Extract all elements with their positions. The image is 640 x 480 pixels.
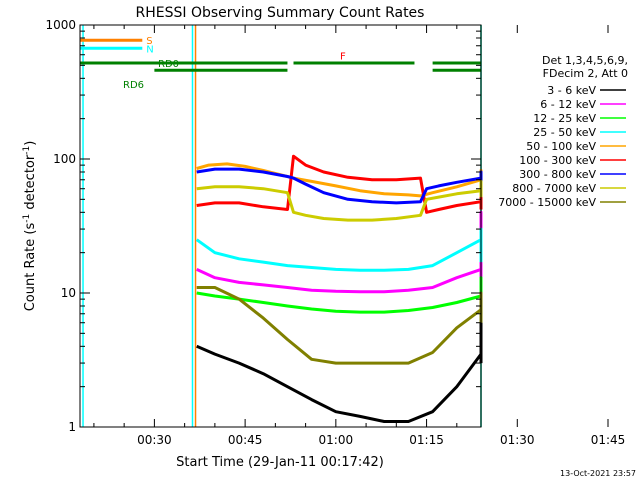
- y-axis-label-main: Count Rate (s: [23, 223, 38, 312]
- y-axis-label-end: ): [23, 141, 38, 146]
- flag-label-F: F: [340, 52, 346, 63]
- plot-frame: [79, 24, 482, 428]
- x-axis-label: Start Time (29-Jan-11 00:17:42): [176, 455, 384, 470]
- legend-label-5: 100 - 300 keV: [519, 154, 596, 167]
- y-axis-ticks: 1 10 100 1000: [45, 18, 481, 434]
- x-tick-label-1: 00:45: [228, 433, 263, 447]
- y-tick-label-1: 10: [61, 286, 76, 300]
- flag-label-RD6: RD6: [123, 80, 144, 91]
- y-axis-label-sup1: -1: [22, 214, 32, 223]
- footer-date: 13-Oct-2021 23:57: [560, 469, 636, 478]
- legend-label-4: 50 - 100 keV: [526, 140, 596, 153]
- flag-label-RD0: RD0: [158, 59, 179, 70]
- y-tick-label-3: 1000: [45, 18, 76, 32]
- legend-label-0: 3 - 6 keV: [547, 84, 596, 97]
- x-tick-label-3: 01:15: [409, 433, 444, 447]
- x-tick-label-0: 00:30: [137, 433, 172, 447]
- legend-label-6: 300 - 800 keV: [519, 168, 596, 181]
- y-tick-label-0: 1: [68, 420, 76, 434]
- legend-header-0: Det 1,3,4,5,6,9,: [542, 54, 628, 67]
- status-flags: SN F RD0 RD6: [80, 36, 481, 91]
- x-tick-label-2: 01:00: [319, 433, 354, 447]
- legend: Det 1,3,4,5,6,9,FDecim 2, Att 0 3 - 6 keV…: [498, 54, 628, 209]
- legend-label-3: 25 - 50 keV: [533, 126, 596, 139]
- flag-label-N: N: [146, 44, 153, 55]
- legend-label-7: 800 - 7000 keV: [512, 182, 596, 195]
- chart-title: RHESSI Observing Summary Count Rates: [136, 5, 425, 21]
- legend-label-2: 12 - 25 keV: [533, 112, 596, 125]
- y-axis-label-sup2: -1: [22, 146, 32, 155]
- legend-label-8: 7000 - 15000 keV: [498, 196, 596, 209]
- y-tick-label-2: 100: [53, 152, 76, 166]
- y-axis-label: Count Rate (s-1 detector-1): [22, 141, 38, 312]
- y-axis-label-mid: detector: [23, 154, 38, 214]
- legend-header-1: FDecim 2, Att 0: [543, 67, 628, 80]
- x-axis-ticks: 00:30 00:45 01:00 01:15 01:30 01:45: [93, 25, 626, 447]
- x-tick-label-4: 01:30: [500, 433, 535, 447]
- flag-label-S: S: [146, 36, 152, 47]
- x-tick-label-5: 01:45: [591, 433, 626, 447]
- legend-label-1: 6 - 12 keV: [540, 98, 596, 111]
